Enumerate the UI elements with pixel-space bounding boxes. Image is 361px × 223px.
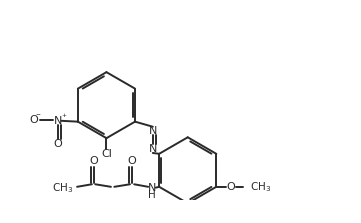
Text: N: N bbox=[54, 116, 62, 126]
Text: N: N bbox=[149, 126, 157, 136]
Text: N: N bbox=[149, 144, 157, 154]
Text: H: H bbox=[148, 190, 156, 200]
Text: $^-$: $^-$ bbox=[34, 110, 42, 119]
Text: $^+$: $^+$ bbox=[60, 112, 67, 122]
Text: N: N bbox=[148, 183, 156, 193]
Text: CH$_3$: CH$_3$ bbox=[52, 181, 74, 194]
Text: O: O bbox=[89, 156, 98, 166]
Text: O: O bbox=[30, 115, 38, 125]
Text: O: O bbox=[127, 156, 136, 166]
Text: O: O bbox=[226, 182, 235, 192]
Text: O: O bbox=[54, 139, 62, 149]
Text: Cl: Cl bbox=[101, 149, 112, 159]
Text: CH$_3$: CH$_3$ bbox=[250, 180, 271, 194]
